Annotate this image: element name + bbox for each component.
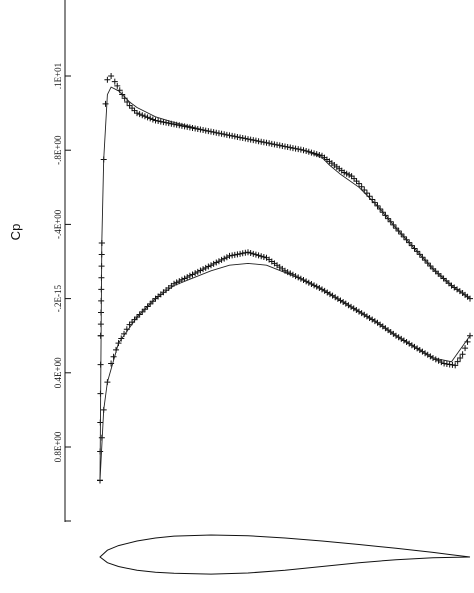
cp-marker [200, 266, 207, 273]
cp-marker [454, 358, 461, 365]
cp-marker [287, 270, 294, 277]
y-axis: 0.8E+00 0.4E+00 -.2E-15 -.4E+00 -.8E+00 .1E+0… [53, 0, 71, 522]
cp-marker [237, 250, 244, 257]
cp-marker [462, 345, 469, 352]
y-axis-title: Cp [8, 224, 23, 241]
cp-marker [255, 252, 262, 259]
cp-marker [111, 78, 118, 85]
cp-marker [149, 116, 156, 123]
cp-marker [313, 151, 320, 158]
series-1-upper-surface-markers [97, 73, 473, 484]
cp-marker [218, 256, 225, 263]
airfoil-path [99, 534, 471, 575]
cp-marker [213, 259, 220, 266]
y-tick-label: -.8E+00 [53, 135, 63, 165]
cp-marker [178, 122, 185, 129]
cp-marker [226, 252, 233, 259]
cp-marker [181, 275, 188, 282]
airfoil-outline [99, 534, 471, 575]
cp-marker [231, 251, 238, 258]
y-tick-label: -.2E-15 [53, 284, 63, 312]
cp-marker [245, 249, 251, 256]
cp-marker [369, 196, 376, 203]
cp-marker [189, 271, 196, 278]
cp-marker [141, 113, 148, 120]
cp-marker [108, 73, 115, 79]
cp-marker [121, 95, 128, 102]
y-tick-label: -.4E+00 [53, 209, 63, 239]
series-layer [97, 73, 473, 484]
cp-marker [438, 359, 445, 366]
cp-marker [223, 254, 230, 261]
cp-marker [229, 252, 236, 259]
cp-marker [252, 251, 259, 258]
cp-marker [160, 119, 167, 126]
cp-marker [452, 362, 459, 369]
cp-marker [210, 260, 217, 267]
cp-marker [215, 258, 222, 265]
cp-marker [163, 119, 170, 126]
cp-marker [205, 263, 212, 270]
y-tick-label: .1E+01 [53, 63, 63, 89]
cp-marker [221, 255, 228, 262]
cp-marker [134, 110, 140, 117]
cp-marker [186, 272, 193, 279]
cp-marker [247, 250, 254, 257]
cp-marker [114, 82, 121, 89]
cp-marker [197, 267, 204, 274]
cp-marker [234, 251, 241, 258]
cp-marker [102, 100, 109, 107]
cp-marker [250, 250, 257, 257]
cp-marker [457, 354, 464, 361]
cp-marker [459, 351, 466, 358]
cp-marker [361, 186, 368, 193]
cp-marker [136, 111, 143, 118]
cp-marker [258, 253, 265, 260]
cp-marker [178, 276, 185, 283]
cp-marker [242, 249, 249, 256]
cp-marker [157, 118, 164, 125]
cp-marker [192, 270, 199, 277]
cp-marker [104, 76, 111, 83]
y-tick-label: 0.8E+00 [53, 431, 63, 462]
cp-marker [260, 253, 267, 260]
cp-marker [184, 123, 191, 130]
cp-marker [144, 114, 151, 121]
cp-marker [239, 250, 246, 257]
cp-marker [194, 268, 201, 275]
cp-marker [186, 124, 193, 131]
cp-marker [110, 353, 117, 360]
cp-marker [356, 180, 362, 187]
cp-marker [208, 262, 214, 269]
cp-marker [147, 115, 154, 122]
series-1-lower-surface-markers [97, 249, 473, 484]
cp-marker [202, 264, 209, 271]
series-2-lower-surface-line [99, 262, 471, 481]
cp-marker [155, 118, 162, 125]
cp-marker [152, 117, 159, 124]
cp-marker [184, 274, 191, 281]
cp-marker [139, 112, 146, 119]
cp-marker [181, 123, 188, 130]
y-tick-label: 0.4E+00 [53, 357, 63, 388]
series-2-upper-surface-line [99, 86, 471, 481]
cp-marker [358, 183, 365, 190]
